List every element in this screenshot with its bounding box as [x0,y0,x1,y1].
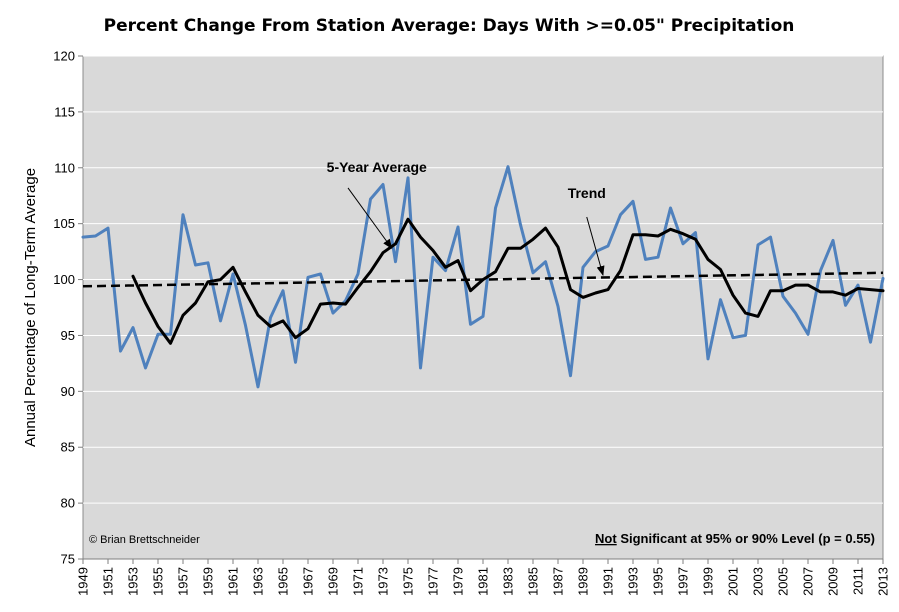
x-tick-label: 1973 [376,567,391,596]
significance-underlined: Not [595,531,617,546]
x-tick-label: 2005 [776,567,791,596]
series-group [81,165,885,389]
x-tick-label: 1959 [201,567,216,596]
x-tick-label: 2007 [801,567,816,596]
y-axis: 75 80 85 90 95 100 105 110 115 120 [53,49,83,567]
trend-line [82,271,884,288]
x-tick-label: 2003 [751,567,766,596]
credit-text: © Brian Brettschneider [89,534,200,546]
annotation-arrow [347,187,393,250]
annotations: 5-Year Average Trend [327,159,606,277]
x-tick-label: 1949 [76,567,91,596]
x-tick-label: 1999 [701,567,716,596]
annotation-arrow [586,216,605,277]
x-tick-label: 1953 [126,567,141,596]
y-tick-label: 90 [61,384,75,399]
x-tick-label: 1971 [351,567,366,596]
x-tick-label: 1969 [326,567,341,596]
x-tick-label: 1979 [451,567,466,596]
chart-title: Percent Change From Station Average: Day… [104,16,795,36]
y-tick-label: 120 [53,49,75,64]
y-tick-label: 80 [61,496,75,511]
x-tick-label: 1955 [151,567,166,596]
x-axis: 1949 1951 1953 1955 1957 1959 1961 1963 1965 1967… [76,558,891,596]
x-tick-label: 1985 [526,567,541,596]
y-tick-label: 75 [61,552,75,567]
x-tick-label: 1993 [626,567,641,596]
annotation-label: 5-Year Average [327,159,427,175]
annotation-label: Trend [568,185,606,201]
x-tick-label: 1991 [601,567,616,596]
x-tick-label: 1961 [226,567,241,596]
y-tick-label: 110 [54,160,75,175]
y-tick-label: 85 [61,440,75,455]
x-tick-label: 1967 [301,567,316,596]
y-axis-label: Annual Percentage of Long-Term Average [22,168,39,447]
y-tick-label: 95 [61,328,75,343]
x-tick-label: 1987 [551,567,566,596]
gridlines [83,55,883,504]
y-tick-label: 105 [53,216,75,231]
x-tick-label: 1995 [651,567,666,596]
x-tick-label: 2009 [826,567,841,596]
x-tick-label: 2001 [726,567,741,596]
significance-rest: Significant at 95% or 90% Level (p = 0.5… [617,531,875,546]
x-tick-label: 1951 [101,567,116,596]
x-tick-label: 1957 [176,567,191,596]
annual-series-line [81,165,885,389]
x-tick-label: 1977 [426,567,441,596]
y-tick-label: 100 [53,272,75,287]
significance-note: Not Significant at 95% or 90% Level (p =… [595,531,875,546]
x-tick-label: 1989 [576,567,591,596]
x-tick-label: 1983 [501,567,516,596]
y-tick-label: 115 [54,104,75,119]
x-tick-label: 1975 [401,567,416,596]
x-tick-label: 1981 [476,567,491,596]
x-tick-label: 1963 [251,567,266,596]
x-tick-label: 1997 [676,567,691,596]
five-year-average-line [131,217,885,345]
x-tick-label: 1965 [276,567,291,596]
x-tick-label: 2011 [851,567,866,595]
x-tick-label: 2013 [876,567,891,596]
